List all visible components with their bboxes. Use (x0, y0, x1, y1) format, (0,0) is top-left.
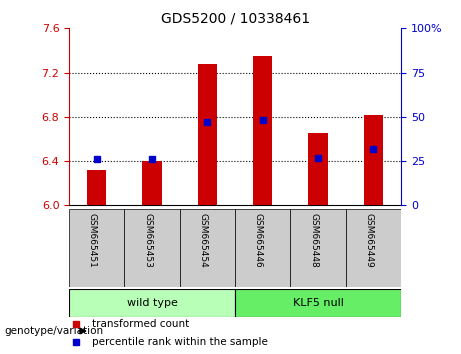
FancyBboxPatch shape (180, 209, 235, 287)
FancyBboxPatch shape (69, 209, 124, 287)
Text: GSM665449: GSM665449 (364, 213, 373, 268)
Text: KLF5 null: KLF5 null (293, 298, 343, 308)
Text: GSM665454: GSM665454 (198, 213, 207, 268)
FancyBboxPatch shape (346, 209, 401, 287)
FancyBboxPatch shape (69, 289, 235, 317)
Text: wild type: wild type (127, 298, 177, 308)
Text: transformed count: transformed count (92, 319, 189, 329)
Bar (253, 56, 272, 205)
Bar (142, 161, 162, 205)
Text: genotype/variation: genotype/variation (5, 326, 104, 336)
Title: GDS5200 / 10338461: GDS5200 / 10338461 (160, 12, 310, 26)
FancyBboxPatch shape (124, 209, 180, 287)
FancyBboxPatch shape (290, 209, 346, 287)
Text: GSM665448: GSM665448 (309, 213, 318, 268)
Text: GSM665446: GSM665446 (254, 213, 263, 268)
Bar (308, 133, 328, 205)
Bar (87, 170, 106, 205)
Text: GSM665453: GSM665453 (143, 213, 152, 268)
Text: percentile rank within the sample: percentile rank within the sample (92, 337, 268, 347)
FancyBboxPatch shape (235, 209, 290, 287)
Text: GSM665451: GSM665451 (88, 213, 97, 268)
Bar (198, 64, 217, 205)
FancyBboxPatch shape (235, 289, 401, 317)
Bar (364, 115, 383, 205)
